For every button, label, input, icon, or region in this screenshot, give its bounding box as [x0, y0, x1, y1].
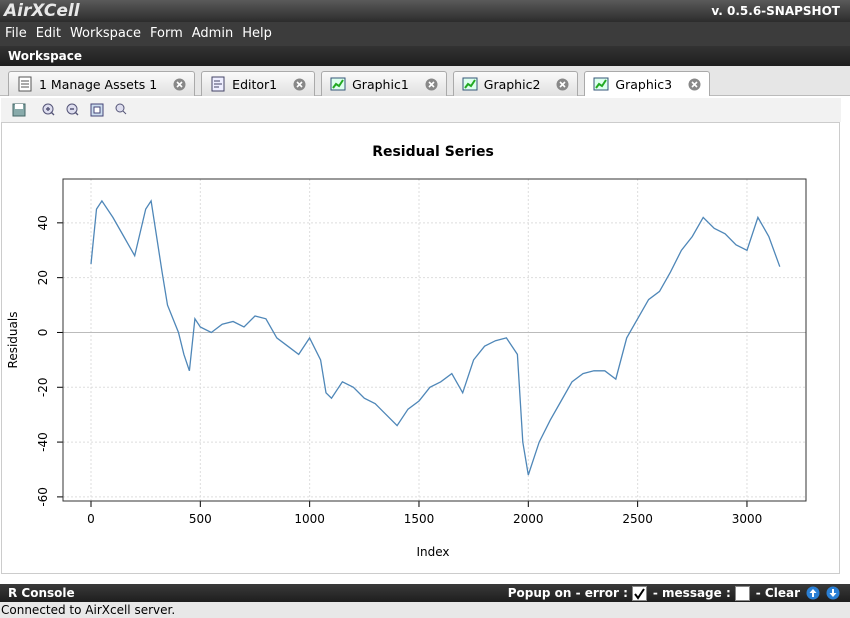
- y-tick-label: -20: [36, 377, 50, 397]
- error-checkbox[interactable]: [631, 585, 647, 601]
- plot-panel: Residual Series Index Residuals 0 500 1000…: [1, 122, 840, 574]
- tab-icon: [211, 76, 225, 92]
- tab-icon: [462, 77, 478, 91]
- toolbar-button[interactable]: [41, 102, 57, 118]
- menu-item[interactable]: Help: [242, 26, 272, 41]
- x-tick-label: 500: [189, 512, 212, 526]
- menu-item[interactable]: File: [5, 26, 27, 41]
- menu-item[interactable]: Form: [150, 26, 183, 41]
- chart-title: Residual Series: [372, 144, 494, 160]
- y-tick-label: 20: [36, 270, 50, 285]
- tab-close[interactable]: [293, 78, 306, 91]
- y-tick-label: 0: [36, 329, 50, 337]
- clear-button[interactable]: - Clear: [755, 586, 800, 600]
- scroll-buttons[interactable]: [806, 586, 840, 600]
- tab-close[interactable]: [425, 78, 438, 91]
- toolbar-button[interactable]: [113, 102, 129, 118]
- status-bar: Connected to AirXcell server.: [0, 602, 850, 618]
- logo: AirXCell: [4, 1, 80, 21]
- tab-label: Graphic2: [483, 76, 541, 92]
- console-controls: Popup on - error : - message : - Clear: [508, 584, 840, 602]
- tab-label: Graphic3: [615, 76, 673, 92]
- x-tick-label: 2500: [622, 512, 653, 526]
- chart: Residual Series Index Residuals 0 500 1000…: [6, 144, 807, 559]
- tab[interactable]: Graphic1: [321, 71, 447, 96]
- popup-label: Popup on - error :: [507, 586, 628, 600]
- tab-icon: [330, 77, 346, 91]
- toolbar-button[interactable]: [89, 102, 105, 118]
- tab-close[interactable]: [688, 78, 701, 91]
- toolbar: [1, 98, 841, 122]
- tab-bar: 1 Manage Assets 1 Editor1 Graphic1 Graphic2…: [0, 66, 850, 96]
- toolbar-button[interactable]: [11, 102, 27, 118]
- toolbar-button[interactable]: [65, 102, 81, 118]
- workspace-header: Workspace: [0, 46, 850, 66]
- console-title: R Console: [8, 586, 75, 600]
- tab-icon: [18, 76, 32, 92]
- tab-close[interactable]: [556, 78, 569, 91]
- y-axis-label: Residuals: [6, 312, 20, 369]
- tab-label: 1 Manage Assets 1: [39, 76, 158, 92]
- version: v. 0.5.6-SNAPSHOT: [711, 4, 840, 18]
- menu-item[interactable]: Edit: [35, 26, 61, 41]
- tab-close[interactable]: [173, 78, 186, 91]
- x-tick-label: 3000: [732, 512, 763, 526]
- x-tick-label: 0: [87, 512, 95, 526]
- y-tick-label: -60: [36, 487, 50, 507]
- top-bar: AirXCell v. 0.5.6-SNAPSHOT: [0, 0, 850, 22]
- x-tick-label: 1000: [294, 512, 325, 526]
- tab[interactable]: Graphic3: [584, 71, 711, 96]
- message-checkbox[interactable]: [734, 585, 750, 601]
- tab-icon: [593, 77, 609, 91]
- menu-item[interactable]: Workspace: [69, 26, 142, 41]
- tab[interactable]: Graphic2: [452, 71, 579, 96]
- menu-bar: File Edit Workspace Form Admin Help: [0, 22, 850, 46]
- x-tick-label: 2000: [513, 512, 544, 526]
- tab[interactable]: 1 Manage Assets 1: [8, 71, 196, 96]
- console-bar: R Console Popup on - error : - message :…: [0, 584, 850, 602]
- x-axis-label: Index: [416, 545, 449, 559]
- y-tick-label: -40: [36, 432, 50, 452]
- plot-frame: [62, 178, 807, 502]
- tab-label: Editor1: [232, 76, 278, 92]
- message-label: - message :: [652, 586, 731, 600]
- tab-label: Graphic1: [352, 76, 409, 92]
- menu-item[interactable]: Admin: [191, 26, 234, 41]
- y-tick-label: 40: [36, 215, 50, 230]
- x-tick-label: 1500: [404, 512, 435, 526]
- data-line: [90, 199, 781, 476]
- tab[interactable]: Editor1: [201, 71, 316, 96]
